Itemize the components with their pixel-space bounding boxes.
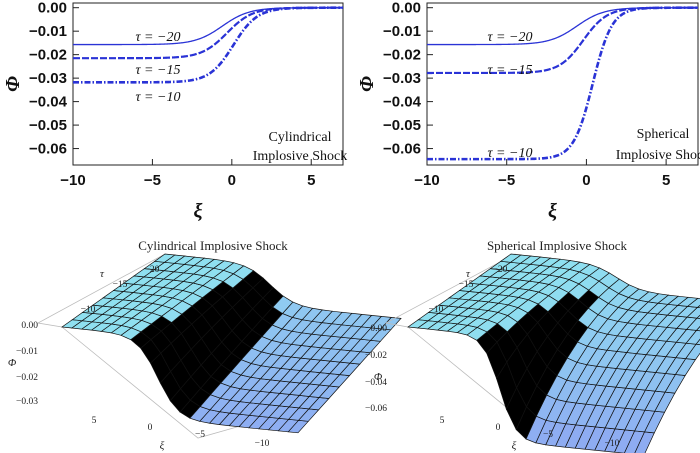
xi-tick-label: −10 [255,439,270,449]
series-line-tau-15 [73,6,343,60]
tau-tick-label: −15 [459,280,474,290]
x-axis-label: ξ [194,200,203,222]
y-tick-label: −0.01 [383,23,421,40]
z-tick-label: −0.06 [365,404,387,414]
x-tick-label: −10 [60,172,85,189]
shock-type-annotation: Spherical [637,127,690,142]
series-line-tau-15 [427,6,698,75]
z-axis-label: Φ [8,357,17,369]
z-tick-label: 0.00 [370,324,387,334]
series-label-tau-20: τ = −20 [488,30,533,45]
shock-type-annotation: Implosive Shock [616,148,700,163]
surface-patch [499,253,522,263]
y-tick-label: −0.02 [29,47,67,64]
y-tick-label: −0.04 [29,94,68,111]
series-label-tau-10: τ = −10 [136,90,181,105]
surface-patch [153,253,176,263]
xi-tick-label: −5 [195,430,205,440]
series-label-tau-15: τ = −15 [488,63,533,78]
x-tick-label: 5 [662,172,670,189]
tau-tick-label: −20 [493,265,508,275]
z-tick-label: −0.02 [16,373,38,383]
top-right-line-plot: 0.00 −0.01 −0.02 −0.03 −0.04 −0.05 −0.06 −10 −5 0… [356,0,700,222]
y-tick-label: 0.00 [38,0,67,17]
bottom-right-surface-plot: 0.00 −0.02 −0.04 −0.06 Φ −20 −15 −10 τ 5 0 −5 −10 ξ Sp… [365,238,700,453]
tau-tick-label: −20 [145,265,160,275]
tau-tick-label: −15 [113,280,128,290]
y-axis-label: Φ [356,76,378,92]
xi-tick-label: 5 [440,416,445,426]
surface-plot-title: Spherical Implosive Shock [487,238,628,253]
y-tick-label: −0.03 [29,70,67,87]
tau-axis-label: τ [100,268,105,280]
y-tick-label: −0.03 [383,70,421,87]
y-axis-label: Φ [2,76,24,92]
xi-axis-label: ξ [512,440,517,452]
xi-tick-label: 0 [496,423,501,433]
shock-type-annotation: Implosive Shock [253,149,348,164]
x-tick-label: 0 [582,172,590,189]
x-axis-label: ξ [548,200,557,222]
tau-tick-label: −10 [429,305,444,315]
shock-type-annotation: Cylindrical [269,130,332,145]
y-tick-label: −0.02 [383,47,421,64]
top-left-line-plot: 0.00 −0.01 −0.02 −0.03 −0.04 −0.05 −0.06 −10 −5 0… [2,0,347,222]
series-label-tau-15: τ = −15 [136,63,181,78]
series-line-tau-10 [73,6,343,84]
xi-tick-label: 0 [148,423,153,433]
plot-frame [72,2,344,166]
y-tick-label: 0.00 [392,0,421,17]
xi-tick-label: −5 [543,430,553,440]
surface-plot-title: Cylindrical Implosive Shock [138,238,288,253]
y-tick-label: −0.01 [29,23,67,40]
z-tick-label: −0.04 [365,378,387,388]
series-line-tau-20 [73,7,343,46]
y-tick-label: −0.05 [383,117,421,134]
tau-tick-label: −10 [81,305,96,315]
y-tick-label: −0.06 [383,141,421,158]
x-tick-label: 0 [228,172,236,189]
y-tick-label: −0.04 [383,94,422,111]
x-tick-label: 5 [307,172,315,189]
z-tick-label: 0.00 [21,321,38,331]
series-label-tau-20: τ = −20 [136,30,181,45]
tau-axis-label: τ [466,268,471,280]
series-label-tau-10: τ = −10 [488,146,533,161]
z-tick-label: −0.01 [16,347,38,357]
xi-axis-label: ξ [160,440,165,452]
y-tick-label: −0.06 [29,141,67,158]
z-tick-label: −0.03 [16,397,38,407]
x-tick-label: −10 [414,172,439,189]
plot-frame [426,2,699,166]
xi-tick-label: 5 [92,416,97,426]
xi-tick-label: −10 [605,439,620,449]
z-axis-label: Φ [374,371,383,383]
bottom-left-surface-plot: 0.00 −0.01 −0.02 −0.03 Φ −20 −15 −10 τ 5 0 −5 −10 ξ Cy… [8,238,402,452]
z-tick-label: −0.02 [365,351,387,361]
x-tick-label: −5 [498,172,515,189]
y-tick-label: −0.05 [29,117,67,134]
series-line-tau-20 [427,7,698,46]
x-tick-label: −5 [144,172,161,189]
